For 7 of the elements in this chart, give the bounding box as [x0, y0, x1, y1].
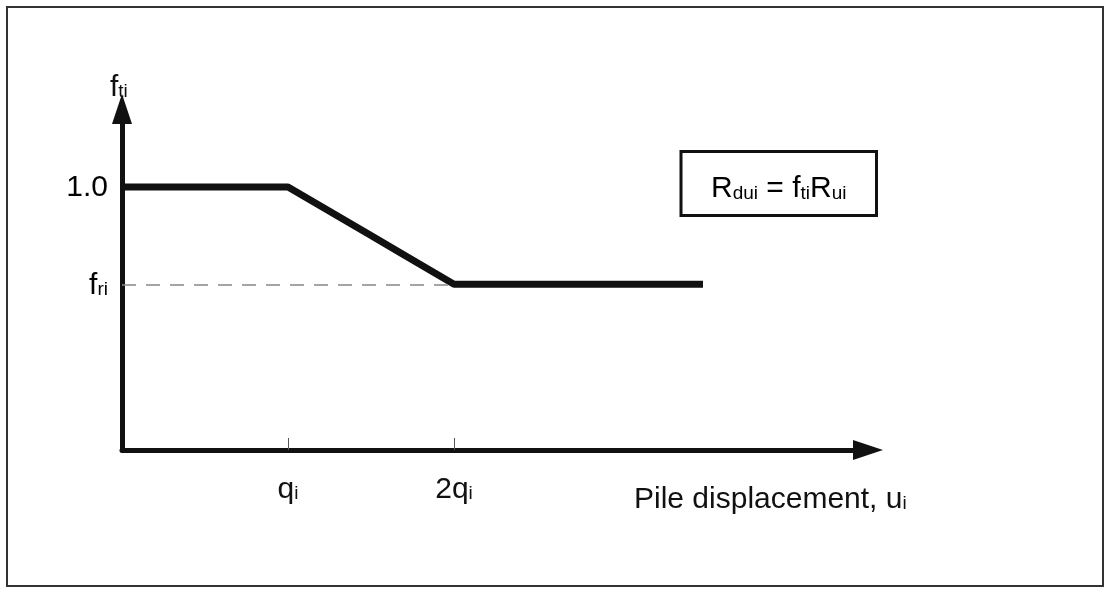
x-tick-label: 2qi: [435, 470, 473, 504]
x-tick-label: qi: [277, 470, 299, 504]
text: fri: [89, 266, 109, 300]
x-axis-title: Pile displacement, ui: [634, 480, 907, 514]
text: 1.0: [66, 169, 109, 203]
y-axis-title: fti: [110, 68, 128, 102]
annotation: Rdui = ftiRui: [711, 170, 847, 203]
